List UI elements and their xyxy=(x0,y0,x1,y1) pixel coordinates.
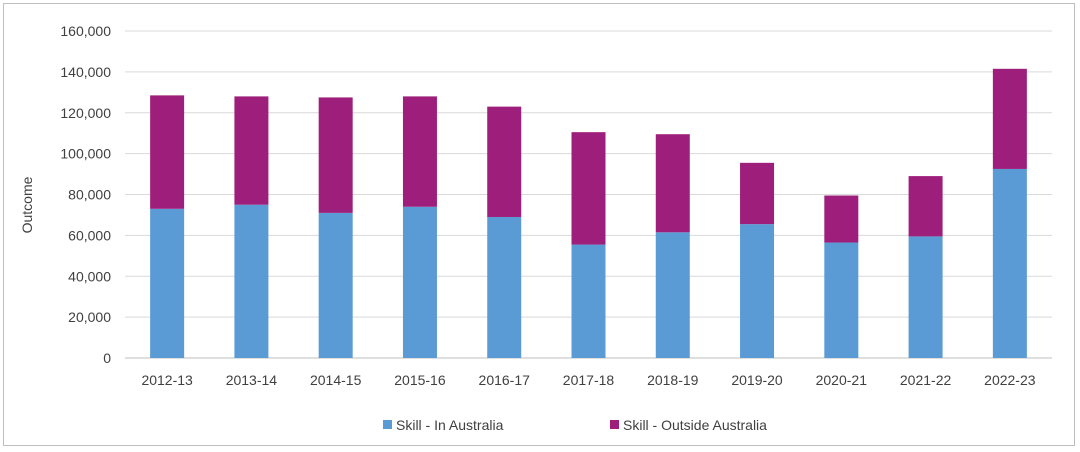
legend-swatch xyxy=(610,420,619,429)
legend-swatch xyxy=(383,420,392,429)
x-tick-label: 2017-18 xyxy=(563,372,615,388)
bar-in-australia xyxy=(150,208,185,358)
y-axis-title: Outcome xyxy=(19,176,35,233)
x-tick-label: 2018-19 xyxy=(647,372,699,388)
bar-in-australia xyxy=(571,244,606,358)
bar-outside-australia xyxy=(318,97,353,213)
bar-in-australia xyxy=(402,206,437,358)
x-tick-label: 2012-13 xyxy=(141,372,193,388)
y-tick-label: 80,000 xyxy=(68,187,111,203)
bar-outside-australia xyxy=(824,195,859,243)
bar-in-australia xyxy=(992,168,1027,358)
bar-outside-australia xyxy=(150,95,185,209)
bar-outside-australia xyxy=(740,162,775,225)
y-tick-label: 140,000 xyxy=(60,64,111,80)
x-tick-label: 2021-22 xyxy=(900,372,952,388)
bar-outside-australia xyxy=(655,134,690,233)
bar-in-australia xyxy=(234,204,269,358)
y-tick-label: 100,000 xyxy=(60,146,111,162)
x-tick-labels: 2012-13 2013-14 2014-15 2015-16 2016-17 2017-… xyxy=(141,372,1035,388)
x-tick-label: 2016-17 xyxy=(479,372,531,388)
bar-outside-australia xyxy=(402,96,437,207)
legend: Skill - In Australia Skill - Outside Aust… xyxy=(383,417,767,433)
x-tick-label: 2013-14 xyxy=(226,372,278,388)
y-tick-labels: 0 20,000 40,000 60,000 80,000 100,000 120,000 1… xyxy=(60,23,111,366)
legend-item-outside-australia: Skill - Outside Australia xyxy=(623,417,767,433)
y-tick-label: 0 xyxy=(103,350,111,366)
x-tick-label: 2014-15 xyxy=(310,372,362,388)
y-tick-label: 120,000 xyxy=(60,105,111,121)
bar-in-australia xyxy=(655,232,690,358)
bar-in-australia xyxy=(318,212,353,358)
x-tick-label: 2020-21 xyxy=(816,372,868,388)
x-tick-label: 2019-20 xyxy=(731,372,783,388)
x-tick-label: 2015-16 xyxy=(394,372,446,388)
bar-in-australia xyxy=(908,236,943,358)
bar-in-australia xyxy=(487,216,522,358)
y-tick-label: 20,000 xyxy=(68,309,111,325)
bar-outside-australia xyxy=(571,132,606,245)
bars xyxy=(150,68,1027,358)
y-tick-label: 160,000 xyxy=(60,23,111,39)
bar-outside-australia xyxy=(908,176,943,237)
legend-item-in-australia: Skill - In Australia xyxy=(396,417,504,433)
bar-in-australia xyxy=(740,224,775,358)
y-tick-label: 40,000 xyxy=(68,268,111,284)
bar-in-australia xyxy=(824,242,859,358)
x-tick-label: 2022-23 xyxy=(984,372,1036,388)
bar-outside-australia xyxy=(487,106,522,217)
bar-outside-australia xyxy=(234,96,269,205)
y-tick-label: 60,000 xyxy=(68,227,111,243)
bar-outside-australia xyxy=(992,68,1027,169)
